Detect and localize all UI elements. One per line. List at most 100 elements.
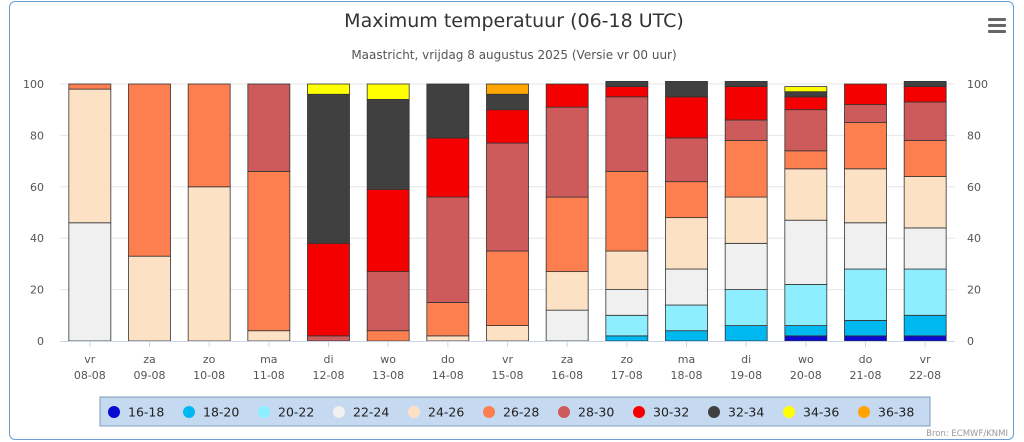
bar-segment: [844, 335, 887, 342]
bar-segment: [426, 137, 470, 198]
bar-segment: [486, 83, 529, 95]
bar-segment: [724, 119, 768, 141]
bar-segment: [724, 242, 768, 290]
bar-segment: [545, 309, 589, 342]
bar-segment: [605, 250, 649, 291]
bar-segment: [486, 109, 529, 144]
bar-segment: [486, 325, 529, 342]
bar-segment: [247, 170, 291, 332]
bar-segment: [665, 217, 708, 270]
bar-segment: [366, 99, 410, 190]
y-tick-label-right: 40: [967, 232, 981, 245]
bar-stacks: [68, 81, 947, 342]
bar-segment: [784, 335, 828, 342]
bar-segment: [366, 83, 410, 100]
y-tick-label-left: 100: [23, 78, 44, 91]
bar-segment: [68, 88, 112, 224]
bar-segment: [426, 335, 470, 342]
x-tick-label-date: 21-08: [850, 369, 882, 382]
bar-segment: [68, 222, 112, 342]
y-tick-label-right: 80: [967, 129, 981, 142]
x-tick-label-date: 10-08: [193, 369, 225, 382]
bar-segment: [903, 227, 947, 270]
x-tick-label-day: wo: [798, 353, 814, 366]
bar-segment: [724, 86, 768, 121]
bar-segment: [605, 314, 649, 337]
bar-segment: [844, 320, 887, 337]
bar-segment: [486, 93, 529, 111]
x-tick-label-day: vr: [502, 353, 514, 366]
bar-segment: [247, 83, 291, 172]
x-tick-label-day: di: [741, 353, 751, 366]
legend-marker: [708, 406, 720, 418]
x-tick-label-day: zo: [621, 353, 634, 366]
legend-label: 24-26: [428, 405, 464, 420]
bar-segment: [724, 289, 768, 326]
bar-segment: [903, 176, 947, 229]
x-axis: vr 08-08 za 09-08 zo 10-08 ma 11-08 di 12-08 wo 13-…: [74, 341, 941, 382]
bar-segment: [307, 242, 350, 337]
bar-segment: [665, 330, 708, 342]
bar-segment: [545, 106, 589, 198]
y-axis-right: 0 20 40 60 80 100: [967, 78, 988, 348]
y-tick-label-left: 40: [30, 232, 44, 245]
credit-text: Bron: ECMWF/KNMI: [926, 429, 1008, 439]
bar-segment: [486, 250, 529, 326]
bar-segment: [545, 271, 589, 311]
y-tick-label-left: 0: [37, 335, 44, 348]
y-tick-label-right: 20: [967, 284, 981, 297]
legend-label: 30-32: [653, 405, 689, 420]
bar-segment: [844, 268, 887, 321]
legend-marker: [558, 406, 570, 418]
x-tick-label-day: do: [859, 353, 873, 366]
x-tick-label-day: ma: [260, 353, 277, 366]
x-tick-label-date: 20-08: [790, 369, 822, 382]
legend-label: 28-30: [578, 405, 614, 420]
bar-segment: [665, 181, 708, 219]
bar-segment: [784, 150, 828, 170]
bar-segment: [187, 186, 231, 342]
y-tick-label-right: 100: [967, 78, 988, 91]
bar-segment: [247, 330, 291, 342]
y-tick-label-left: 80: [30, 129, 44, 142]
x-tick-label-day: do: [441, 353, 455, 366]
bar-segment: [903, 81, 947, 87]
legend-marker: [483, 406, 495, 418]
legend-marker: [333, 406, 345, 418]
y-tick-label-right: 0: [967, 335, 974, 348]
bar-segment: [486, 142, 529, 252]
legend-box: [99, 396, 931, 427]
x-tick-label-date: 13-08: [372, 369, 404, 382]
x-tick-label-date: 16-08: [551, 369, 583, 382]
x-tick-label-date: 19-08: [730, 369, 762, 382]
legend-marker: [108, 406, 120, 418]
bar-segment: [68, 83, 112, 90]
legend-label: 18-20: [203, 405, 239, 420]
y-tick-label-left: 20: [30, 284, 44, 297]
bar-segment: [665, 96, 708, 139]
menu-icon[interactable]: [986, 14, 1008, 36]
bar-segment: [605, 335, 649, 342]
x-tick-label-date: 22-08: [909, 369, 941, 382]
bar-segment: [665, 137, 708, 183]
x-tick-label-day: di: [323, 353, 333, 366]
bar-segment: [665, 268, 708, 306]
x-tick-label-day: wo: [380, 353, 396, 366]
bar-segment: [307, 83, 350, 95]
legend-label: 32-34: [728, 405, 764, 420]
bar-segment: [903, 140, 947, 177]
chart-title: Maximum temperatuur (06-18 UTC): [344, 10, 684, 32]
bar-segment: [784, 96, 828, 111]
legend: 16-18 18-20 20-22 22-24 24-26 26-28 28-30 30-32…: [99, 396, 931, 427]
x-tick-label-date: 15-08: [492, 369, 524, 382]
bar-segment: [366, 188, 410, 273]
bar-segment: [605, 96, 649, 172]
legend-label: 26-28: [503, 405, 539, 420]
bar-segment: [903, 335, 947, 342]
bar-segment: [724, 196, 768, 244]
bar-segment: [366, 330, 410, 342]
bar-segment: [784, 91, 828, 98]
x-tick-label-day: vr: [84, 353, 96, 366]
bar-segment: [128, 255, 171, 342]
